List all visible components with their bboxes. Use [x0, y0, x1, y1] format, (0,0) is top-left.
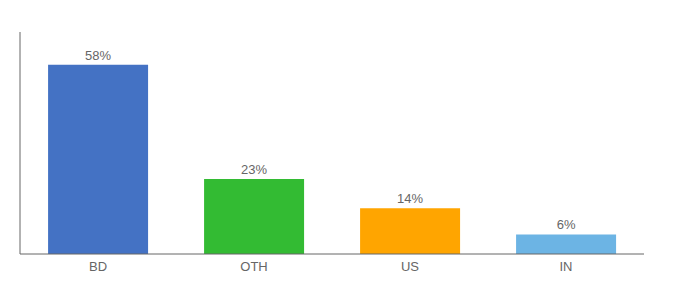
svg-text:BD: BD	[89, 259, 107, 274]
svg-text:6%: 6%	[557, 217, 576, 232]
svg-text:23%: 23%	[241, 162, 267, 177]
svg-text:14%: 14%	[397, 191, 423, 206]
svg-text:US: US	[401, 259, 419, 274]
svg-text:OTH: OTH	[240, 259, 267, 274]
svg-text:IN: IN	[560, 259, 573, 274]
svg-text:58%: 58%	[85, 48, 111, 63]
